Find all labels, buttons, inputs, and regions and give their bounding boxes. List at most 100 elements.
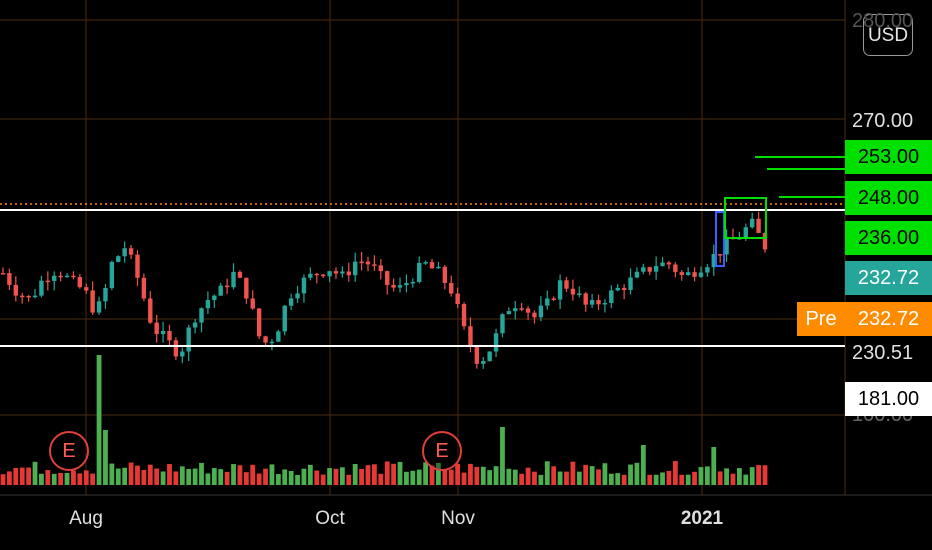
candle-body	[148, 298, 153, 323]
candle-body	[26, 295, 31, 298]
level-label-253: 253.00	[845, 140, 932, 174]
volume-bar	[26, 467, 32, 485]
candle-body	[301, 277, 307, 294]
volume-bar	[423, 462, 429, 485]
candle-body	[199, 308, 204, 323]
currency-button[interactable]: USD	[863, 14, 913, 56]
volume-bar	[231, 464, 236, 485]
volume-bar	[39, 473, 44, 485]
candle-body	[698, 272, 704, 277]
candle-body	[628, 277, 633, 291]
volume-bar	[711, 447, 717, 485]
candle-body	[52, 275, 57, 281]
volume-bar	[378, 473, 384, 485]
volume-bar	[717, 471, 723, 485]
candle-body	[218, 285, 223, 296]
volume-bar	[295, 474, 300, 485]
candle-body	[532, 312, 537, 318]
candle-body	[756, 218, 761, 233]
candle-body	[692, 272, 697, 277]
volume-bar	[186, 468, 192, 485]
volume-bar	[461, 472, 467, 485]
candle-body	[602, 302, 608, 305]
volume-bar	[237, 465, 243, 485]
x-tick-nov: Nov	[441, 508, 475, 529]
candle-body	[103, 288, 108, 302]
candle-body	[557, 280, 563, 300]
candle-body	[90, 290, 95, 313]
volume-bar	[704, 466, 710, 485]
candle-body	[160, 331, 166, 335]
candle-body	[167, 331, 172, 341]
volume-bar	[730, 473, 736, 485]
volume-bar	[205, 473, 211, 485]
volume-bar	[45, 470, 51, 485]
volume-bar	[640, 445, 646, 485]
volume-bar	[147, 464, 153, 485]
candle-body	[365, 261, 371, 265]
candle-body	[122, 248, 127, 257]
candle-body	[641, 267, 646, 272]
volume-bar	[250, 464, 256, 485]
volume-bar	[596, 469, 601, 485]
volume-bar	[173, 471, 179, 485]
volume-bar	[256, 473, 262, 485]
volume-bar	[512, 469, 518, 485]
volume-bar	[333, 468, 339, 485]
premarket-tag: Pre	[797, 302, 845, 336]
volume-bar	[436, 462, 441, 485]
volume-bar	[263, 468, 268, 485]
volume-bar	[448, 469, 454, 485]
volume-bar	[0, 474, 6, 485]
candle-body	[340, 271, 345, 274]
candle-body	[673, 264, 678, 273]
candle-body	[212, 295, 217, 301]
candle-body	[653, 266, 659, 272]
candle-body	[493, 333, 499, 352]
candle-body	[109, 261, 115, 289]
candle-body	[609, 290, 614, 303]
candle-body	[583, 293, 588, 305]
candle-body	[7, 273, 12, 285]
volume-bar	[685, 474, 691, 485]
volume-bar	[749, 467, 755, 485]
candle-body	[372, 264, 377, 266]
candle-body	[288, 298, 294, 306]
candle-body	[391, 284, 396, 288]
volume-bar	[269, 464, 275, 485]
earnings-marker-aug[interactable]: E	[49, 431, 89, 471]
candle-body	[468, 326, 473, 347]
candle-body	[615, 287, 620, 291]
volume-bar	[71, 470, 76, 485]
premarket-price-label: 232.72	[845, 302, 932, 336]
candle-body	[513, 308, 518, 312]
candle-body	[180, 351, 185, 357]
candle-body	[250, 298, 255, 309]
volume-bar	[429, 465, 435, 485]
volume-bar	[608, 473, 614, 485]
volume-bar	[359, 468, 364, 485]
candle-body	[743, 227, 748, 238]
volume-bar	[602, 463, 608, 485]
volume-bar	[51, 473, 57, 485]
candle-body	[77, 277, 83, 288]
volume-bar	[576, 471, 582, 485]
volume-bar	[762, 465, 768, 485]
volume-bar	[500, 427, 505, 485]
candle-body	[378, 265, 383, 272]
candle-body	[461, 304, 467, 327]
volume-bar	[487, 470, 493, 485]
candle-body	[58, 275, 63, 278]
volume-bar	[314, 470, 320, 485]
volume-bar	[90, 473, 96, 485]
candle-body	[84, 287, 89, 291]
volume-bar	[154, 468, 160, 485]
candle-body	[660, 262, 665, 267]
volume-bar	[352, 463, 358, 485]
candle-body	[487, 351, 492, 362]
x-tick-aug: Aug	[69, 508, 103, 529]
candle-body	[64, 275, 70, 278]
earnings-marker-oct[interactable]: E	[422, 431, 462, 471]
